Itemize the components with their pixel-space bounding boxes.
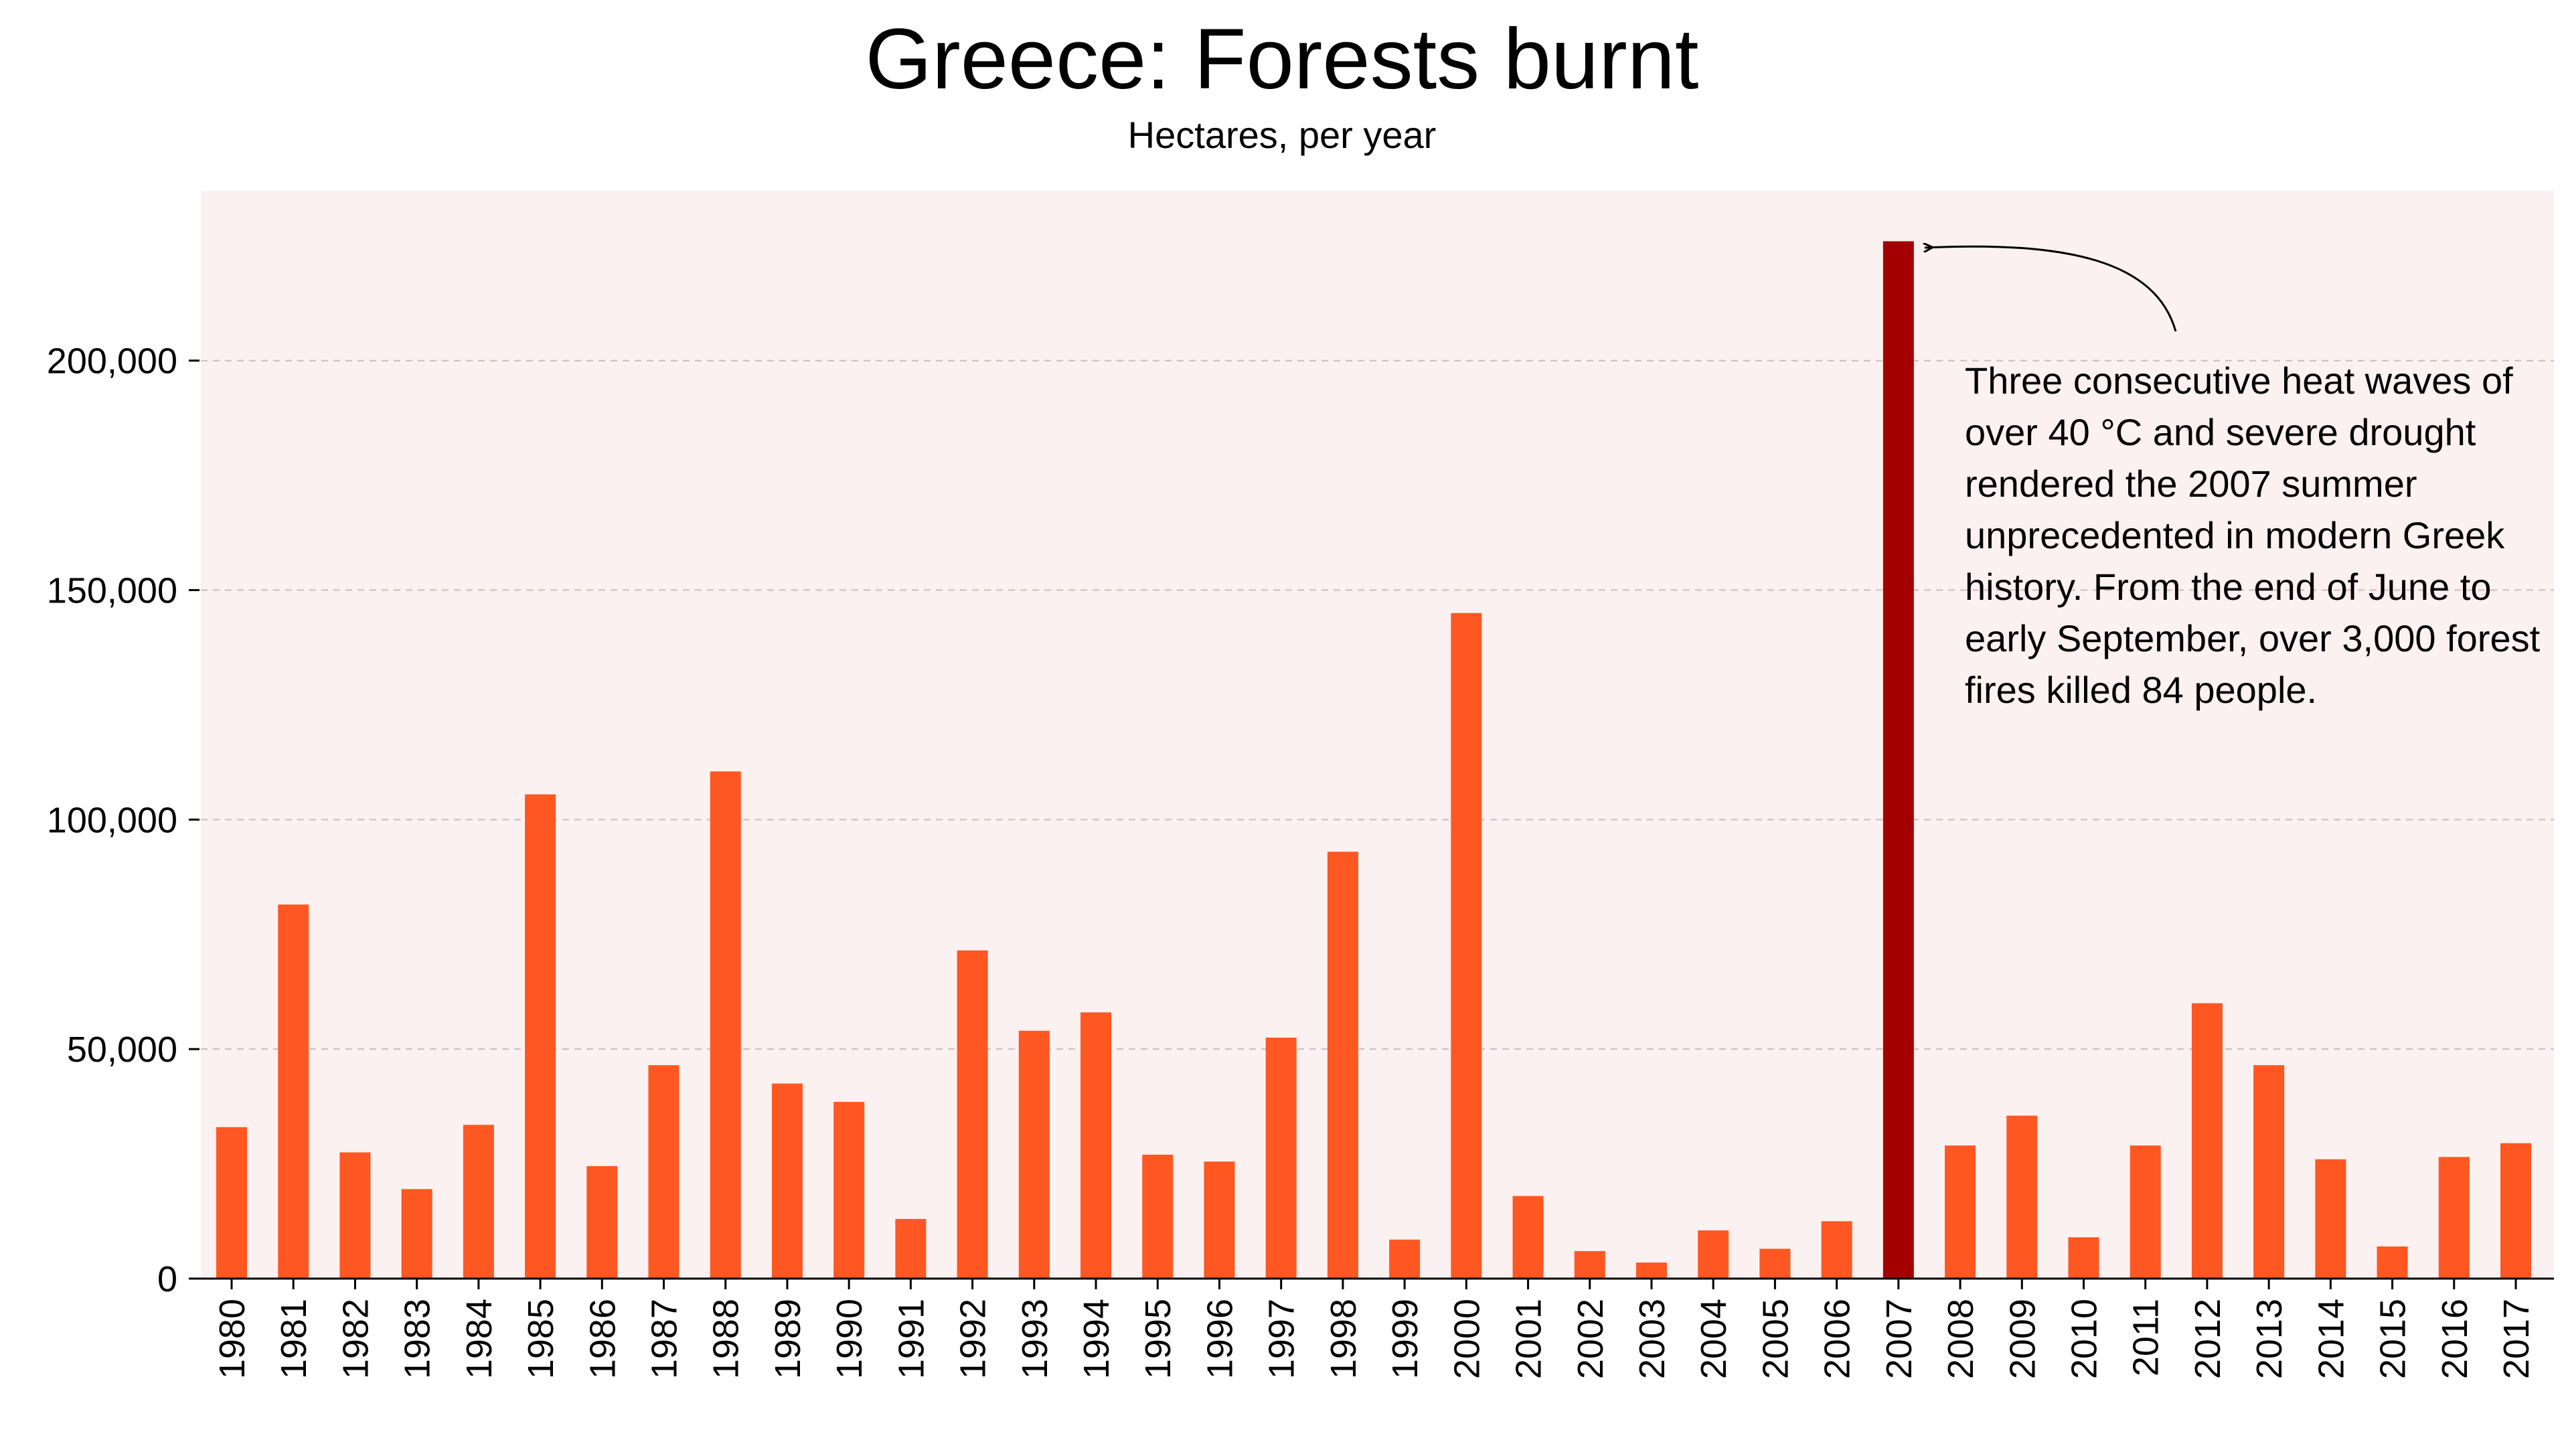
x-tick-label: 1989: [768, 1299, 808, 1379]
x-tick-label: 1985: [521, 1299, 561, 1379]
x-tick-label: 2011: [2126, 1299, 2166, 1376]
bar-1983: [401, 1189, 432, 1279]
bar-1996: [1204, 1161, 1235, 1279]
x-tick-label: 1984: [459, 1299, 499, 1379]
x-tick-label: 1980: [212, 1299, 252, 1379]
x-tick-label: 2008: [1941, 1299, 1981, 1379]
bar-2008: [1945, 1145, 1976, 1279]
x-tick-label: 2012: [2188, 1299, 2228, 1379]
x-tick-label: 2001: [1509, 1299, 1549, 1379]
x-tick-label: 2015: [2373, 1299, 2413, 1379]
x-tick-label: 2006: [1818, 1299, 1858, 1379]
y-axis-ticks: 0 50,000 100,000 150,000 200,000: [47, 341, 199, 1299]
x-axis-ticks: 1980 1981 1982 1983 1984 1985 1986 1987 1988 1989…: [212, 1279, 2537, 1379]
x-tick-label: 2017: [2496, 1299, 2537, 1379]
y-tick-label: 200,000: [47, 341, 177, 382]
bar-1982: [339, 1152, 371, 1279]
bar-1988: [710, 771, 741, 1279]
bar-2007: [1882, 241, 1914, 1279]
x-tick-label: 1996: [1200, 1299, 1240, 1379]
bar-2016: [2438, 1157, 2470, 1279]
bar-1987: [648, 1065, 679, 1279]
bar-1992: [957, 950, 988, 1279]
bar-2005: [1759, 1248, 1791, 1279]
bar-1981: [278, 904, 309, 1279]
x-tick-label: 2016: [2435, 1299, 2475, 1379]
bar-2015: [2377, 1246, 2408, 1279]
x-tick-label: 2002: [1571, 1299, 1611, 1379]
x-tick-label: 1995: [1138, 1299, 1178, 1379]
chart-subtitle: Hectares, per year: [1127, 114, 1437, 156]
x-tick-label: 1981: [274, 1299, 314, 1379]
bar-1990: [833, 1102, 865, 1279]
bar-2000: [1451, 613, 1482, 1279]
x-tick-label: 1988: [706, 1299, 746, 1379]
bar-1989: [771, 1083, 803, 1279]
x-tick-label: 1998: [1324, 1299, 1364, 1379]
x-tick-label: 1987: [645, 1299, 685, 1379]
x-tick-label: 2013: [2249, 1299, 2290, 1379]
bar-1994: [1080, 1012, 1112, 1279]
x-tick-label: 1994: [1076, 1299, 1117, 1379]
x-tick-label: 1991: [891, 1299, 931, 1379]
x-tick-label: 2005: [1755, 1299, 1795, 1379]
x-tick-label: 2004: [1694, 1299, 1734, 1379]
bars: [216, 241, 2531, 1279]
x-tick-label: 2010: [2064, 1299, 2104, 1379]
bar-2010: [2068, 1237, 2099, 1279]
x-tick-label: 2009: [2002, 1299, 2042, 1379]
annotation-text: Three consecutive heat waves of over 40 …: [1965, 359, 2541, 711]
y-tick-label: 50,000: [67, 1030, 177, 1070]
x-tick-label: 1997: [1262, 1299, 1302, 1379]
bar-2013: [2253, 1065, 2285, 1279]
bar-2004: [1698, 1230, 1729, 1279]
x-tick-label: 1983: [398, 1299, 438, 1379]
annotation-arrow: [1925, 246, 2177, 332]
y-tick-label: 0: [157, 1259, 177, 1299]
bar-1984: [463, 1125, 494, 1279]
bar-1998: [1327, 852, 1358, 1279]
x-tick-label: 1993: [1015, 1299, 1055, 1379]
bar-2009: [2006, 1115, 2038, 1279]
bar-1985: [525, 794, 556, 1279]
bar-1980: [216, 1127, 247, 1279]
x-tick-label: 2014: [2311, 1299, 2351, 1379]
bar-2002: [1574, 1250, 1605, 1279]
bar-1993: [1018, 1030, 1050, 1279]
bar-2003: [1635, 1263, 1667, 1279]
x-tick-label: 2000: [1447, 1299, 1487, 1379]
x-tick-label: 1982: [335, 1299, 376, 1379]
bar-1997: [1265, 1038, 1297, 1279]
bar-2014: [2315, 1159, 2346, 1279]
bar-1991: [895, 1218, 927, 1279]
y-tick-label: 150,000: [47, 571, 177, 611]
chart-title: Greece: Forests burnt: [865, 11, 1699, 107]
x-tick-label: 1986: [582, 1299, 623, 1379]
bar-2012: [2191, 1003, 2223, 1279]
x-tick-label: 1999: [1385, 1299, 1425, 1379]
bar-2017: [2500, 1143, 2531, 1279]
x-tick-label: 2007: [1879, 1299, 1919, 1379]
grid-lines: [201, 359, 2554, 1050]
bar-2011: [2130, 1145, 2161, 1279]
y-tick-label: 100,000: [47, 800, 177, 840]
bar-1986: [586, 1166, 618, 1279]
bar-1995: [1142, 1154, 1174, 1279]
bar-1999: [1389, 1239, 1421, 1279]
bar-2006: [1821, 1221, 1852, 1279]
x-tick-label: 1990: [829, 1299, 870, 1379]
x-tick-label: 1992: [953, 1299, 993, 1379]
plot-background: [201, 191, 2554, 1279]
x-tick-label: 2003: [1632, 1299, 1672, 1379]
bar-2001: [1512, 1196, 1544, 1279]
